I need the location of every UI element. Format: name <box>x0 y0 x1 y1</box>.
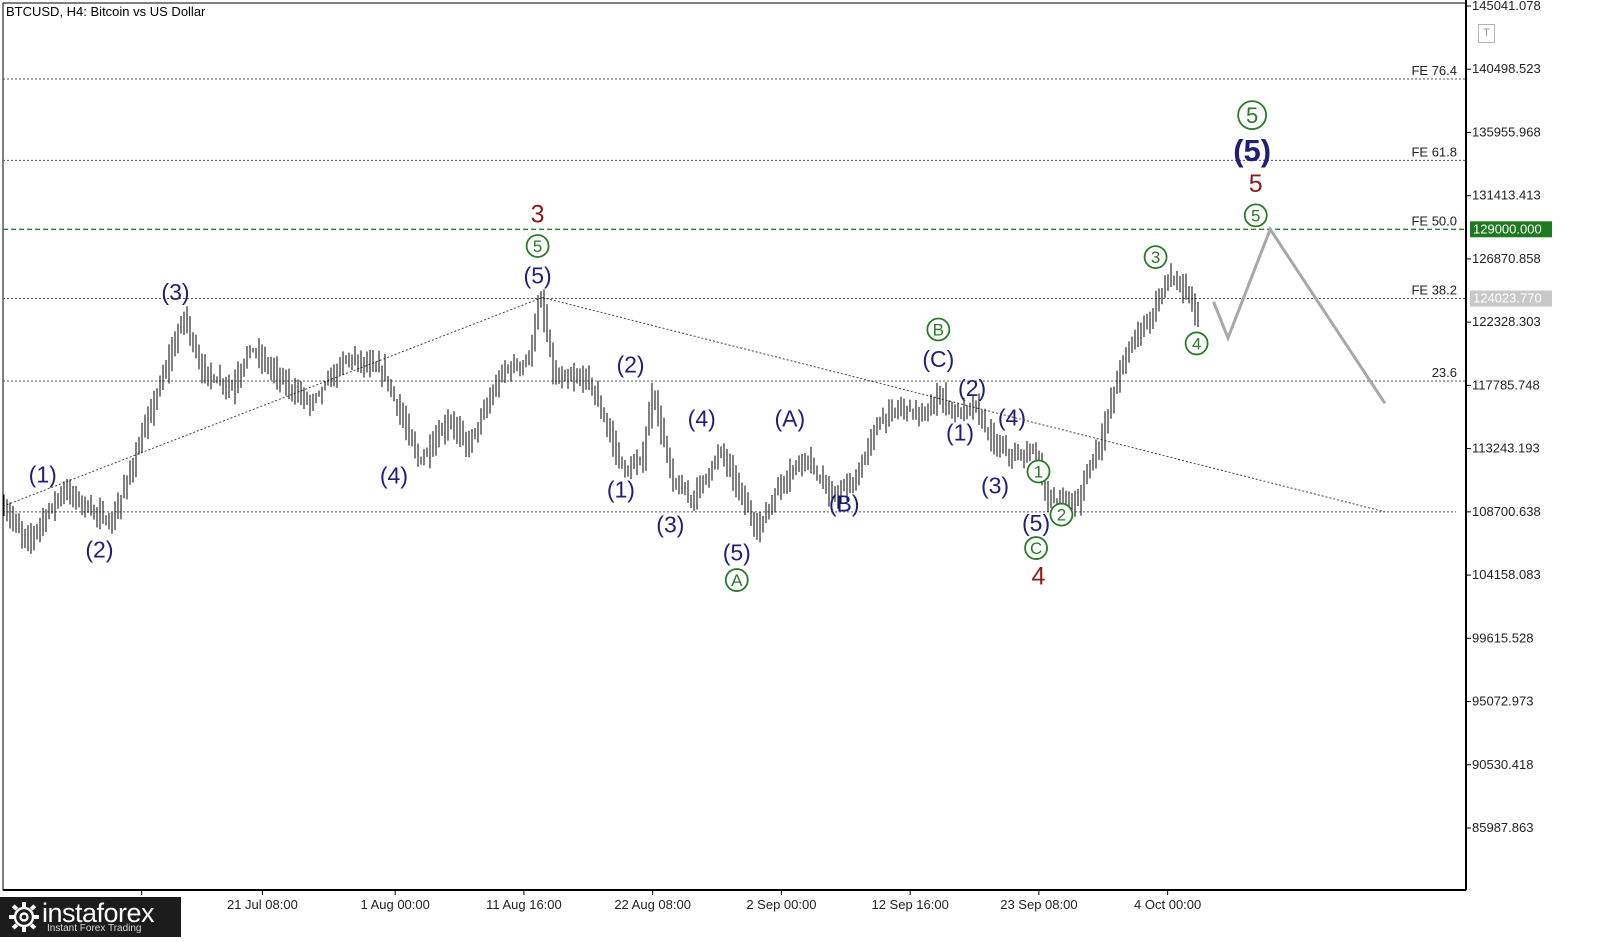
target-price-tag-bg <box>1470 221 1552 238</box>
wave-label-circle <box>525 234 550 258</box>
brand-gear-icon <box>9 902 39 932</box>
fib-level-label: FE 50.0 <box>1411 213 1457 228</box>
brand-tagline: Instant Forex Trading <box>47 923 142 934</box>
projection-path <box>1212 226 1387 405</box>
wave-label-circle <box>1237 100 1268 131</box>
wave-label: C <box>1030 539 1042 558</box>
wave-label: (3) <box>161 279 189 305</box>
time-tick-label: 12 Sep 16:00 <box>871 897 948 912</box>
price-tick-label: 140498.523 <box>1472 61 1541 76</box>
time-tick-label: 4 Oct 00:00 <box>1134 897 1201 912</box>
price-tick-label: 126870.858 <box>1472 251 1541 266</box>
candles <box>3 263 1199 554</box>
price-tick-label: 90530.418 <box>1472 757 1533 772</box>
wave-label: 5 <box>533 237 542 256</box>
wave-label: 5 <box>1246 103 1258 128</box>
fib-level-label: FE 38.2 <box>1411 283 1457 298</box>
wave-label: 5 <box>1251 206 1260 225</box>
wave-label: 4 <box>1032 563 1046 591</box>
wave-label: (3) <box>656 511 684 537</box>
wave-label: B <box>933 321 944 340</box>
price-tick-label: 135955.968 <box>1472 124 1541 139</box>
current-price-tag-bg <box>1470 290 1552 307</box>
brand-watermark: instaforex Instant Forex Trading <box>0 897 181 937</box>
wave-label-circle <box>926 317 951 342</box>
template-button[interactable]: T <box>1478 24 1495 43</box>
wave-label: (3) <box>981 472 1009 498</box>
wave-label: (B) <box>829 491 860 517</box>
wave-label: 5 <box>1249 170 1263 198</box>
wave-label: 3 <box>531 201 545 229</box>
wave-label: (5) <box>1233 133 1271 168</box>
trendline <box>2 297 543 507</box>
wave-label: (2) <box>616 351 644 377</box>
price-tick-label: 85987.863 <box>1472 820 1533 835</box>
wave-label: (1) <box>946 420 974 446</box>
price-tick-label: 122328.303 <box>1472 314 1541 329</box>
fib-level-label: FE 76.4 <box>1411 63 1457 78</box>
wave-label: (1) <box>29 461 57 487</box>
price-tick-label: 108700.638 <box>1472 504 1541 519</box>
current-price-tag: 124023.770 <box>1473 291 1542 306</box>
price-tick-label: 95072.973 <box>1472 694 1533 709</box>
wave-label: (5) <box>723 539 751 565</box>
wave-label: (C) <box>922 346 954 372</box>
wave-label-circle <box>1026 459 1051 484</box>
wave-label: 4 <box>1192 334 1201 353</box>
price-tick-label: 117785.748 <box>1472 377 1540 392</box>
wave-label-circle <box>1184 331 1209 356</box>
brand-name: instaforex <box>42 898 155 928</box>
price-tick-label: 113243.193 <box>1472 441 1540 456</box>
price-tick-label: 145041.078 <box>1472 0 1541 13</box>
time-tick-label: 23 Sep 08:00 <box>1000 897 1077 912</box>
time-tick-label: 21 Jul 08:00 <box>227 897 298 912</box>
wave-label: 2 <box>1057 506 1066 525</box>
trendline <box>542 297 1386 513</box>
wave-label: (1) <box>607 477 635 503</box>
wave-label: (2) <box>958 375 986 401</box>
chart-title: BTCUSD, H4: Bitcoin vs US Dollar <box>6 4 206 19</box>
wave-label-circle <box>724 568 749 592</box>
wave-label: A <box>731 571 743 590</box>
time-tick-label: 11 Aug 16:00 <box>486 897 562 912</box>
wave-label-circle <box>1243 203 1268 228</box>
wave-label-circle <box>1024 536 1048 560</box>
fib-level-label: 23.6 <box>1432 365 1457 380</box>
price-tick-label: 131413.413 <box>1472 188 1541 203</box>
time-tick-label: 2 Sep 00:00 <box>746 897 816 912</box>
wave-label: (4) <box>998 404 1026 430</box>
wave-label: 1 <box>1034 462 1043 481</box>
wave-label: (2) <box>85 536 113 562</box>
wave-label-circle <box>1143 245 1168 270</box>
price-tick-label: 99615.528 <box>1472 630 1533 645</box>
target-price-tag: 129000.000 <box>1473 221 1542 236</box>
wave-label: (5) <box>1022 510 1050 536</box>
wave-label: (4) <box>688 406 716 432</box>
wave-label: (4) <box>380 463 408 489</box>
wave-label: (5) <box>524 262 552 288</box>
wave-label: 3 <box>1151 248 1160 267</box>
wave-label-circle <box>1049 502 1074 527</box>
wave-label: (A) <box>775 406 806 432</box>
price-tick-label: 104158.083 <box>1472 567 1541 582</box>
time-tick-label: 1 Aug 00:00 <box>360 897 429 912</box>
time-tick-label: 22 Aug 08:00 <box>614 897 691 912</box>
fib-level-label: FE 61.8 <box>1411 144 1457 159</box>
